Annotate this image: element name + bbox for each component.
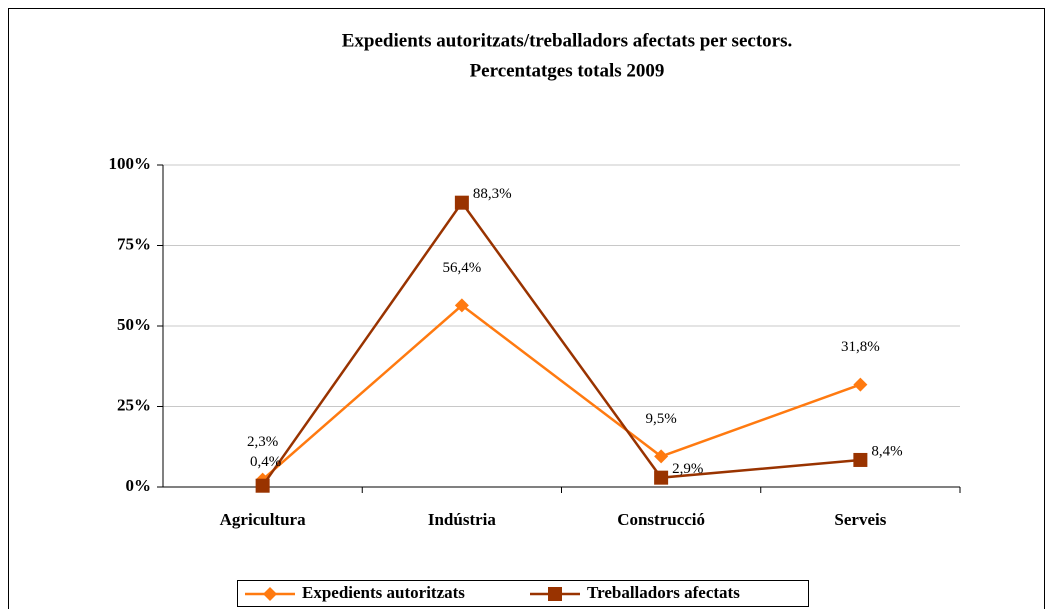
- marker: [454, 195, 469, 210]
- data-label: 8,4%: [871, 443, 902, 459]
- data-label: 88,3%: [473, 186, 512, 202]
- data-label: 56,4%: [443, 260, 482, 276]
- y-tick-label: 50%: [117, 315, 151, 334]
- x-tick-label: Indústria: [428, 510, 497, 529]
- y-tick-label: 100%: [109, 154, 152, 173]
- x-tick-label: Serveis: [834, 510, 886, 529]
- y-tick-label: 0%: [126, 476, 152, 495]
- chart-title: Expedients autoritzats/treballadors afec…: [342, 30, 792, 51]
- data-label: 2,9%: [672, 461, 703, 477]
- marker: [548, 587, 562, 601]
- marker: [263, 587, 277, 601]
- chart-frame: [8, 8, 1045, 609]
- marker: [654, 449, 669, 464]
- marker: [853, 377, 868, 392]
- series-line: [261, 200, 861, 487]
- x-tick-label: Construcció: [617, 510, 705, 529]
- chart-title: Percentatges totals 2009: [470, 60, 665, 81]
- data-label: 31,8%: [841, 339, 880, 355]
- data-label: 0,4%: [250, 454, 281, 470]
- marker: [255, 478, 270, 493]
- y-tick-label: 75%: [117, 234, 151, 253]
- marker: [853, 452, 868, 467]
- data-label: 2,3%: [247, 434, 278, 450]
- legend-box: [237, 580, 809, 607]
- y-tick-label: 25%: [117, 395, 151, 414]
- legend-label: Treballadors afectats: [587, 583, 740, 602]
- marker: [454, 298, 469, 313]
- legend-label: Expedients autoritzats: [302, 583, 465, 602]
- data-label: 9,5%: [646, 411, 677, 427]
- series-line: [261, 303, 861, 481]
- marker: [654, 470, 669, 485]
- x-tick-label: Agricultura: [220, 510, 306, 529]
